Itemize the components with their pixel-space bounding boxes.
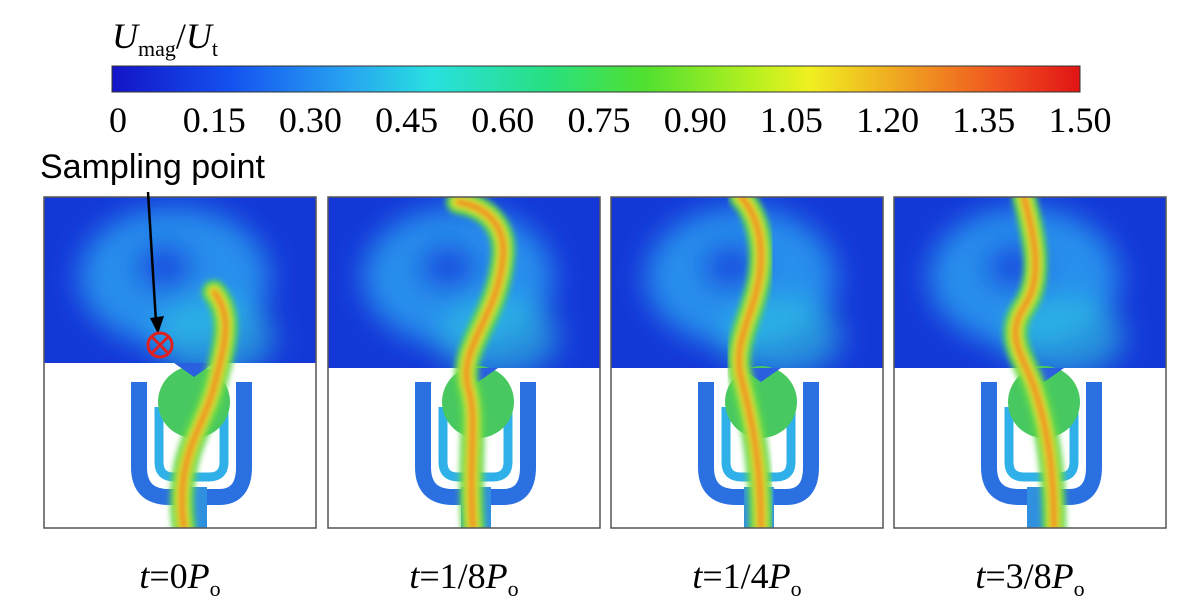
label-symbol: P: [187, 556, 210, 596]
jet-core: [455, 199, 506, 528]
tick-label: 0.30: [279, 100, 342, 140]
jet-core: [736, 197, 764, 528]
jet-core: [179, 289, 228, 528]
arrow: [146, 191, 158, 323]
arrow-head: [150, 316, 164, 334]
core: [134, 242, 194, 292]
label-subscript: o: [210, 576, 221, 601]
tick-label: 0.60: [471, 100, 534, 140]
jet: [727, 197, 774, 528]
label-subscript: o: [508, 576, 519, 601]
tick-label: 0.15: [183, 100, 246, 140]
panel: [893, 196, 1167, 529]
panel-label: t=0Po: [139, 556, 220, 601]
nozzle: [174, 363, 214, 377]
label-eq: =1/4: [702, 556, 768, 596]
tick-label: 1.50: [1049, 100, 1112, 140]
panel: [327, 196, 601, 529]
jet: [170, 280, 238, 528]
colorbar: [111, 65, 1081, 93]
panel-border: [327, 196, 601, 529]
contour: [611, 197, 883, 528]
label-symbol: P: [485, 556, 508, 596]
tick-label: 0.45: [375, 100, 438, 140]
label-var: t: [692, 556, 703, 596]
core: [418, 242, 478, 292]
label-var: t: [975, 556, 986, 596]
panel: [43, 196, 317, 529]
label-subscript: o: [1074, 576, 1085, 601]
label-var: t: [409, 556, 420, 596]
tick-label: 1.05: [760, 100, 823, 140]
jet: [446, 197, 516, 528]
label-eq: =1/8: [419, 556, 485, 596]
core: [701, 242, 761, 292]
annotation: Sampling point: [40, 148, 265, 186]
tick-label: 1.20: [856, 100, 919, 140]
sampling-marker: [146, 331, 174, 359]
contour: [44, 197, 316, 528]
jet: [1003, 197, 1066, 528]
label-symbol: P: [768, 556, 791, 596]
contour: [894, 197, 1166, 528]
jet-core: [1012, 197, 1057, 528]
panel-label: t=1/4Po: [692, 556, 801, 601]
panel-border: [893, 196, 1167, 529]
contour: [328, 197, 600, 528]
label-eq: =3/8: [985, 556, 1051, 596]
tick-label: 0: [109, 100, 127, 140]
label-subscript: o: [791, 576, 802, 601]
panel-label: t=1/8Po: [409, 556, 518, 601]
tick-label: 0.90: [664, 100, 727, 140]
label-eq: =0: [149, 556, 187, 596]
tick-label: 1.35: [952, 100, 1015, 140]
panel-border: [43, 196, 317, 529]
panel-label: t=3/8Po: [975, 556, 1084, 601]
label-var: t: [139, 556, 150, 596]
colorbar-title: Umag/Ut: [112, 16, 218, 61]
panel: [610, 196, 884, 529]
label-symbol: P: [1051, 556, 1074, 596]
tick-label: 0.75: [568, 100, 631, 140]
panel-border: [610, 196, 884, 529]
